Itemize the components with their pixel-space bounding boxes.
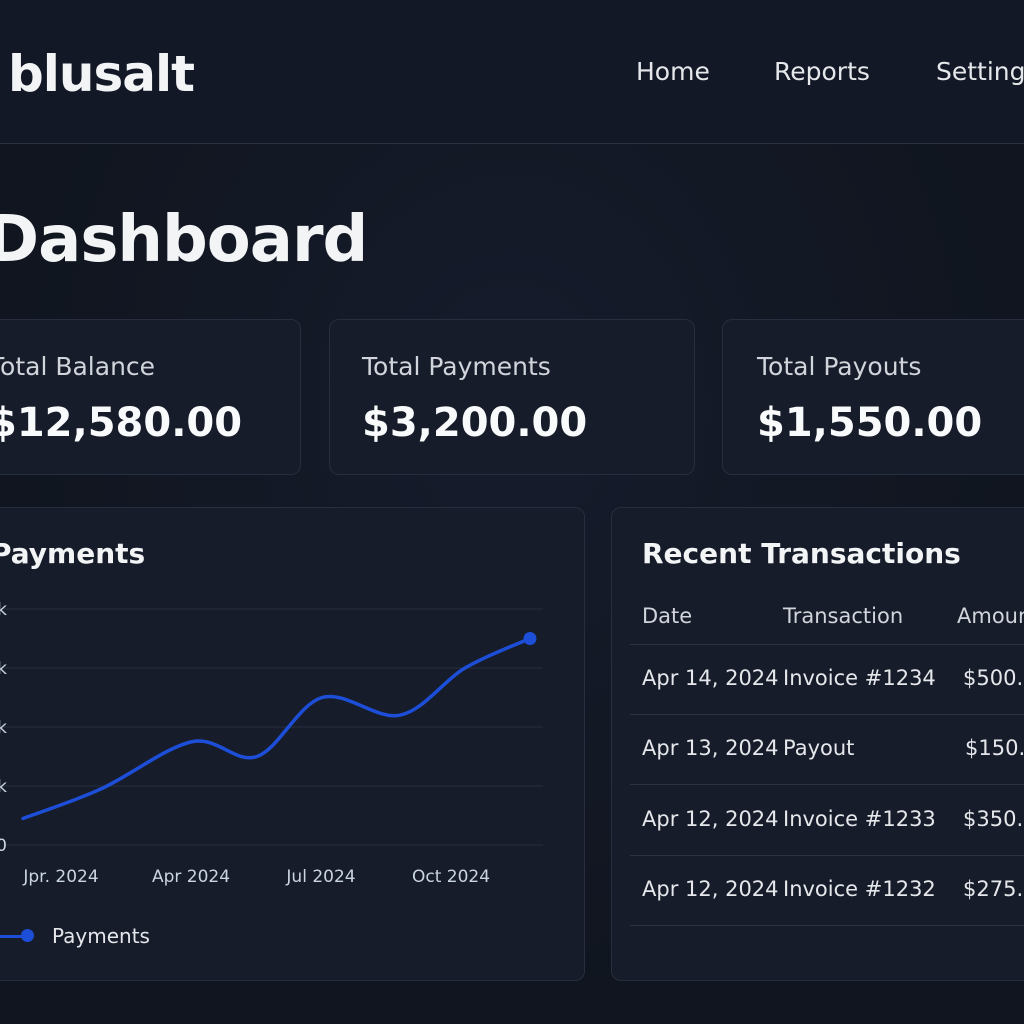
stat-value: $3,200.00: [362, 400, 588, 446]
page-title: Dashboard: [0, 203, 368, 277]
stat-value: $12,580.00: [0, 400, 243, 446]
table-row[interactable]: Apr 12, 2024 Invoice #1232 $275.00: [630, 855, 1024, 926]
row-date: Apr 14, 2024: [642, 666, 779, 690]
stat-label: Total Payouts: [757, 352, 922, 381]
stat-card-total-payments: Total Payments $3,200.00: [329, 319, 695, 475]
y-tick-label: k: [0, 777, 7, 797]
table-row[interactable]: Apr 14, 2024 Invoice #1234 $500.00: [630, 644, 1024, 715]
row-transaction: Payout: [783, 736, 855, 760]
app-logo[interactable]: blusalt: [8, 45, 195, 103]
legend-swatch: [0, 926, 34, 946]
row-date: Apr 12, 2024: [642, 807, 779, 831]
x-tick-label: Apr 2024: [152, 867, 230, 887]
stat-card-total-balance: Total Balance $12,580.00: [0, 319, 301, 475]
y-tick-label: k: [0, 659, 7, 679]
row-transaction: Invoice #1233: [783, 807, 936, 831]
stat-card-total-payouts: Total Payouts $1,550.00: [722, 319, 1024, 475]
x-tick-label: Jul 2024: [285, 867, 355, 887]
nav-item-settings[interactable]: Settings: [936, 57, 1024, 86]
stat-value: $1,550.00: [757, 400, 983, 446]
transactions-title: Recent Transactions: [642, 537, 961, 570]
row-amount: $500.00: [963, 666, 1024, 690]
payments-chart-card: k k k k 0 Jpr. 2024 Apr 2024 Jul 2024 Oct 2024 P…: [0, 507, 585, 981]
series-line-payments: [21, 636, 532, 821]
row-amount: $350.00: [963, 807, 1024, 831]
table-row[interactable]: Apr 13, 2024 Payout $150.00: [630, 714, 1024, 785]
nav-item-home[interactable]: Home: [636, 57, 710, 86]
y-tick-label: 0: [0, 836, 7, 856]
chart-title: Payments: [0, 537, 146, 570]
row-transaction: Invoice #1232: [783, 877, 936, 901]
y-tick-label: k: [0, 600, 7, 620]
row-amount: $275.00: [963, 877, 1024, 901]
chart-legend[interactable]: Payments: [0, 923, 150, 949]
row-date: Apr 13, 2024: [642, 736, 779, 760]
column-header-date[interactable]: Date: [642, 604, 693, 628]
row-transaction: Invoice #1234: [783, 666, 936, 690]
recent-transactions-card: Recent Transactions Date Transaction Amo…: [611, 507, 1024, 981]
row-date: Apr 12, 2024: [642, 877, 779, 901]
row-amount: $150.00: [965, 736, 1024, 760]
legend-line: [0, 935, 27, 938]
payments-chart: k k k k 0 Jpr. 2024 Apr 2024 Jul 2024 Oct 2024: [0, 600, 543, 887]
y-tick-label: k: [0, 718, 7, 738]
table-row[interactable]: Apr 12, 2024 Invoice #1233 $350.00: [630, 785, 1024, 856]
top-header: blusalt Home Reports Settings: [0, 0, 1024, 144]
legend-label: Payments: [52, 924, 150, 948]
stat-label: Total Balance: [0, 352, 156, 381]
transactions-table-header: Date Transaction Amount: [630, 598, 1024, 645]
series-end-point: [523, 632, 537, 645]
x-tick-label: Oct 2024: [412, 867, 490, 887]
column-header-transaction[interactable]: Transaction: [783, 604, 904, 628]
column-header-amount[interactable]: Amount: [957, 604, 1024, 628]
nav-item-reports[interactable]: Reports: [774, 57, 870, 86]
stat-label: Total Payments: [362, 352, 551, 381]
legend-dot: [21, 929, 34, 942]
x-tick-label: Jpr. 2024: [22, 867, 98, 887]
